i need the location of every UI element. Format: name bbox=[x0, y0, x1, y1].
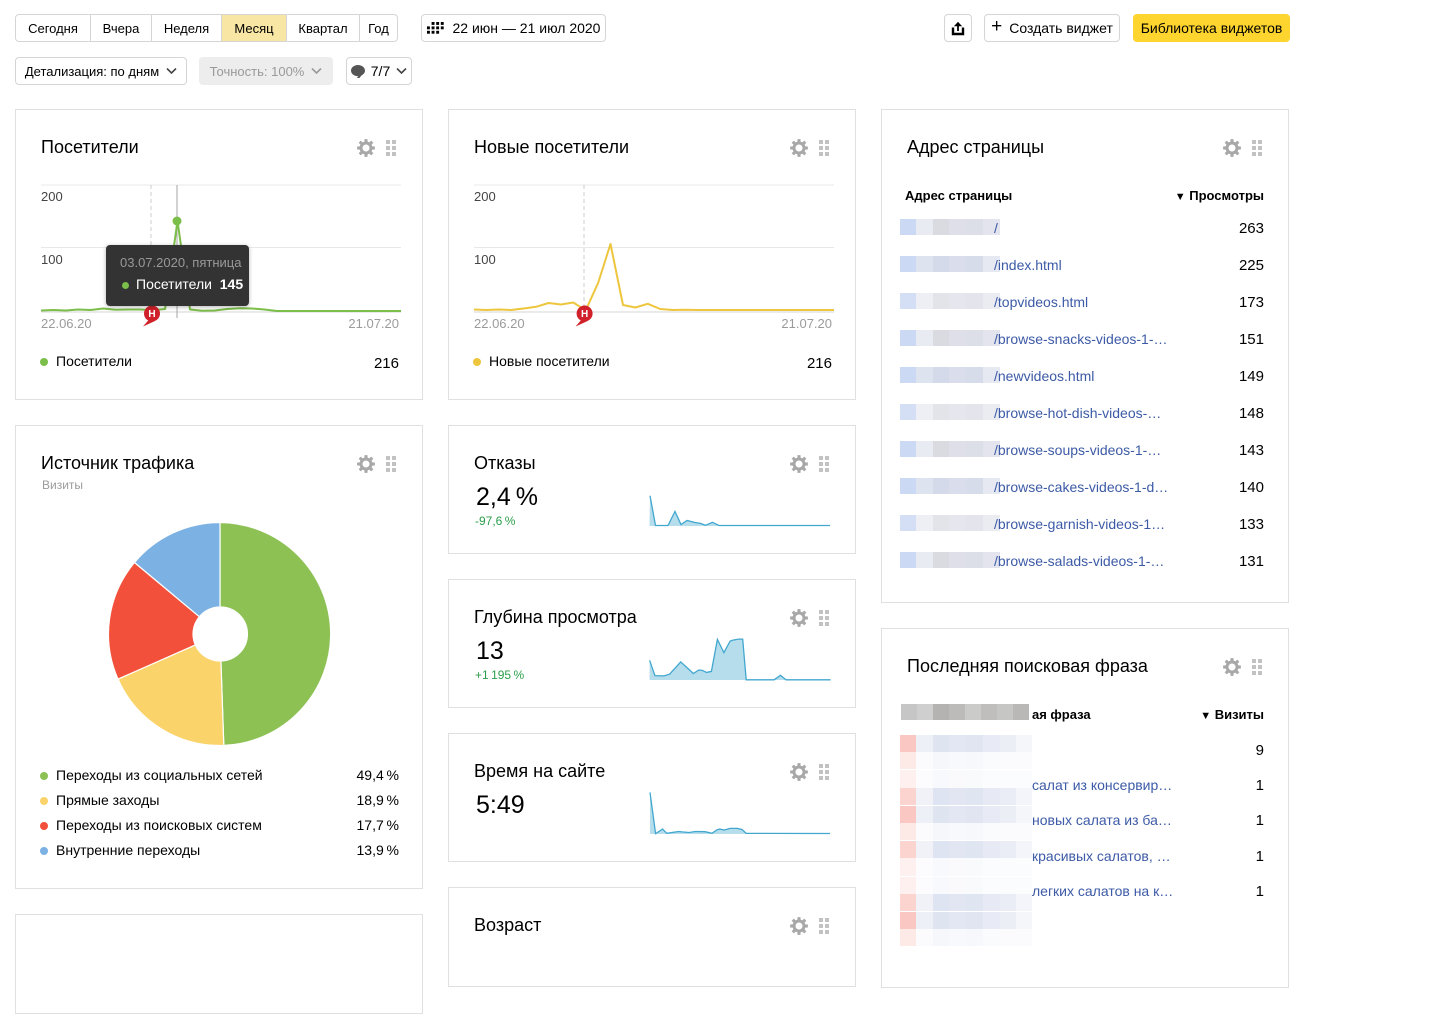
svg-text:Н: Н bbox=[148, 309, 155, 320]
svg-text:200: 200 bbox=[474, 189, 496, 204]
svg-text:Н: Н bbox=[581, 309, 588, 320]
svg-text:100: 100 bbox=[474, 252, 496, 267]
svg-text:100: 100 bbox=[41, 252, 63, 267]
svg-text:200: 200 bbox=[41, 189, 63, 204]
